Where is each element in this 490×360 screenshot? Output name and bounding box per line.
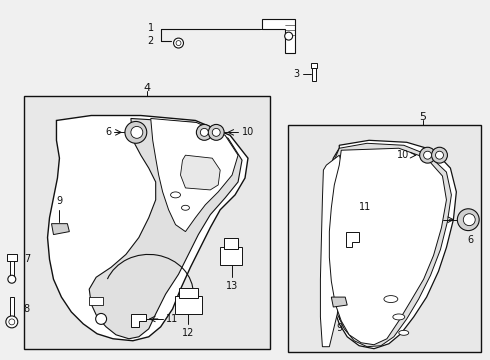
Polygon shape [151, 118, 238, 231]
Polygon shape [89, 118, 242, 339]
Ellipse shape [393, 314, 405, 320]
Text: 12: 12 [182, 328, 195, 338]
Polygon shape [325, 143, 451, 347]
Bar [312, 63, 318, 68]
Polygon shape [262, 19, 294, 53]
Text: 3: 3 [294, 69, 299, 79]
Bar [220, 247, 242, 265]
Polygon shape [329, 148, 446, 345]
Circle shape [6, 316, 18, 328]
Polygon shape [48, 116, 248, 341]
Polygon shape [180, 155, 220, 190]
Bar [288, 125, 481, 352]
Bar [10, 297, 14, 317]
Ellipse shape [399, 330, 409, 335]
Text: 9: 9 [56, 196, 63, 206]
Bar [224, 238, 238, 249]
Text: 6: 6 [467, 235, 473, 244]
Text: 10: 10 [242, 127, 254, 138]
Polygon shape [324, 140, 456, 349]
Bar [10, 260, 14, 277]
Circle shape [285, 32, 293, 40]
Text: 2: 2 [147, 36, 154, 46]
Text: 8: 8 [24, 304, 30, 314]
Circle shape [8, 275, 16, 283]
Circle shape [212, 129, 220, 136]
Polygon shape [51, 224, 70, 235]
Circle shape [436, 151, 443, 159]
Circle shape [176, 41, 181, 46]
Bar [24, 96, 270, 349]
Circle shape [419, 147, 436, 163]
Circle shape [200, 129, 208, 136]
Polygon shape [131, 314, 146, 327]
Circle shape [196, 125, 212, 140]
Bar [313, 68, 317, 81]
Polygon shape [331, 297, 347, 307]
Text: 5: 5 [419, 112, 427, 122]
Polygon shape [346, 231, 359, 247]
Circle shape [432, 147, 447, 163]
Circle shape [457, 209, 479, 231]
Circle shape [96, 314, 107, 324]
Text: 7: 7 [24, 255, 30, 264]
Circle shape [464, 214, 475, 226]
Text: 11: 11 [359, 202, 371, 212]
Text: 13: 13 [226, 281, 238, 291]
Text: 1: 1 [147, 23, 154, 33]
Circle shape [9, 319, 15, 325]
Text: 10: 10 [396, 150, 409, 160]
Bar [7, 255, 17, 261]
Ellipse shape [384, 296, 398, 302]
Ellipse shape [171, 192, 180, 198]
Polygon shape [320, 155, 344, 347]
Text: 4: 4 [143, 83, 150, 93]
Text: 9: 9 [336, 323, 343, 333]
Circle shape [131, 126, 143, 138]
Ellipse shape [181, 205, 190, 210]
Bar [178, 288, 198, 298]
Circle shape [208, 125, 224, 140]
Circle shape [424, 151, 432, 159]
Bar [89, 297, 103, 305]
Circle shape [173, 38, 183, 48]
Bar [174, 296, 202, 314]
Text: 11: 11 [166, 314, 178, 324]
Text: 6: 6 [105, 127, 111, 138]
Circle shape [125, 121, 147, 143]
